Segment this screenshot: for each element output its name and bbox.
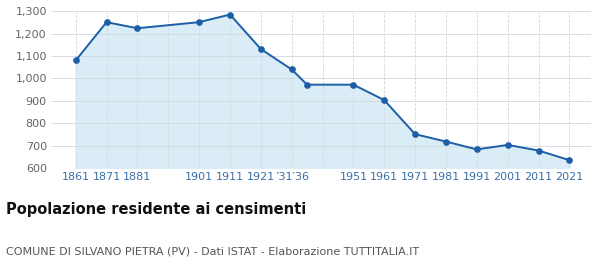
Text: COMUNE DI SILVANO PIETRA (PV) - Dati ISTAT - Elaborazione TUTTITALIA.IT: COMUNE DI SILVANO PIETRA (PV) - Dati IST… (6, 246, 419, 256)
Text: Popolazione residente ai censimenti: Popolazione residente ai censimenti (6, 202, 306, 217)
